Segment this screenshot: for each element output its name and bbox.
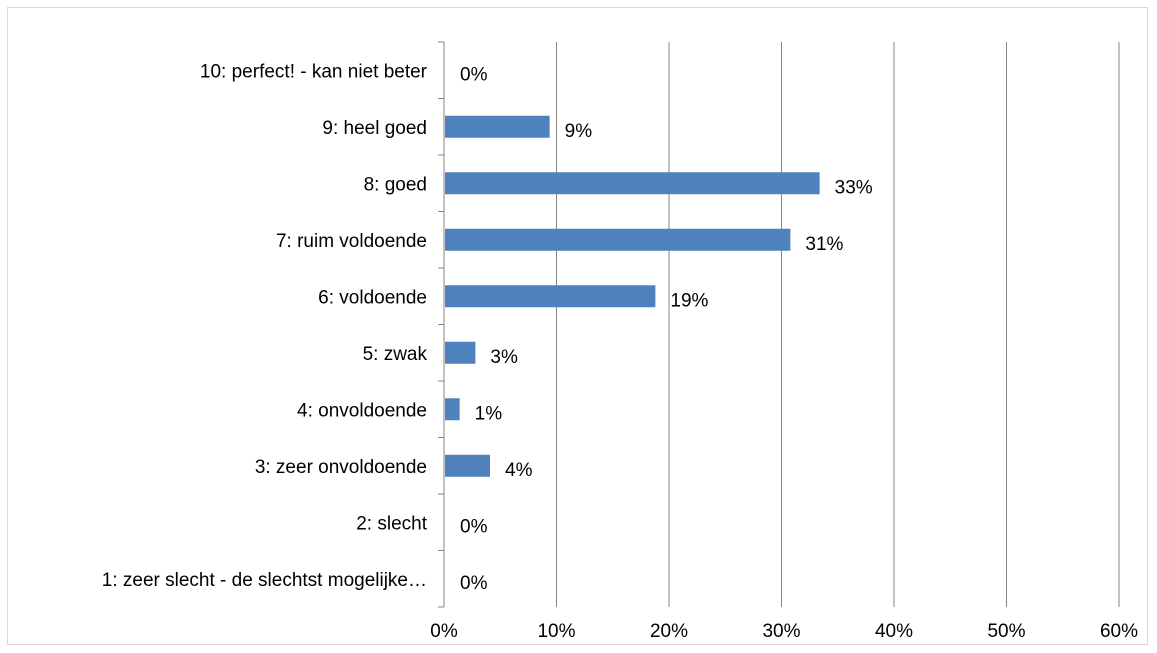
data-label: 1% — [475, 403, 503, 424]
data-label: 33% — [835, 177, 873, 198]
category-label: 1: zeer slecht - de slechtst mogelijke… — [102, 570, 427, 591]
x-tick-label: 0% — [430, 621, 458, 642]
x-tick-label: 40% — [875, 621, 913, 642]
category-label: 5: zwak — [363, 344, 428, 365]
data-label: 31% — [805, 234, 843, 255]
category-label: 10: perfect! - kan niet beter — [200, 61, 428, 82]
category-label: 9: heel goed — [322, 118, 427, 139]
bar — [445, 285, 656, 308]
bar — [445, 228, 791, 251]
bars — [445, 115, 820, 477]
data-label: 0% — [460, 516, 488, 537]
data-label: 9% — [565, 121, 593, 142]
bar — [445, 172, 820, 195]
category-label: 7: ruim voldoende — [276, 231, 427, 252]
category-axis — [438, 41, 445, 608]
data-label: 0% — [460, 573, 488, 594]
x-tick-label: 10% — [537, 621, 575, 642]
category-label: 8: goed — [364, 174, 427, 195]
data-label: 4% — [505, 460, 533, 481]
bar — [445, 341, 476, 364]
labels: 0% 10% 20% 30% 40% 50% 60% 10: perfect! - kan n… — [102, 61, 1138, 642]
bar — [445, 398, 460, 421]
bar — [445, 454, 490, 477]
data-label: 3% — [490, 347, 518, 368]
x-tick-label: 60% — [1100, 621, 1138, 642]
x-tick-label: 30% — [762, 621, 800, 642]
category-label: 4: onvoldoende — [297, 400, 427, 421]
data-label: 19% — [670, 290, 708, 311]
data-label: 0% — [460, 64, 488, 85]
bar-chart: 0% 10% 20% 30% 40% 50% 60% 10: perfect! - kan n… — [102, 41, 1138, 642]
x-tick-label: 20% — [650, 621, 688, 642]
chart-frame: 0% 10% 20% 30% 40% 50% 60% 10: perfect! - kan n… — [7, 7, 1148, 645]
category-label: 3: zeer onvoldoende — [255, 457, 427, 478]
category-label: 2: slecht — [356, 513, 427, 534]
gridlines — [556, 42, 1120, 607]
x-tick-label: 50% — [987, 621, 1025, 642]
category-label: 6: voldoende — [318, 287, 427, 308]
bar — [445, 115, 550, 138]
